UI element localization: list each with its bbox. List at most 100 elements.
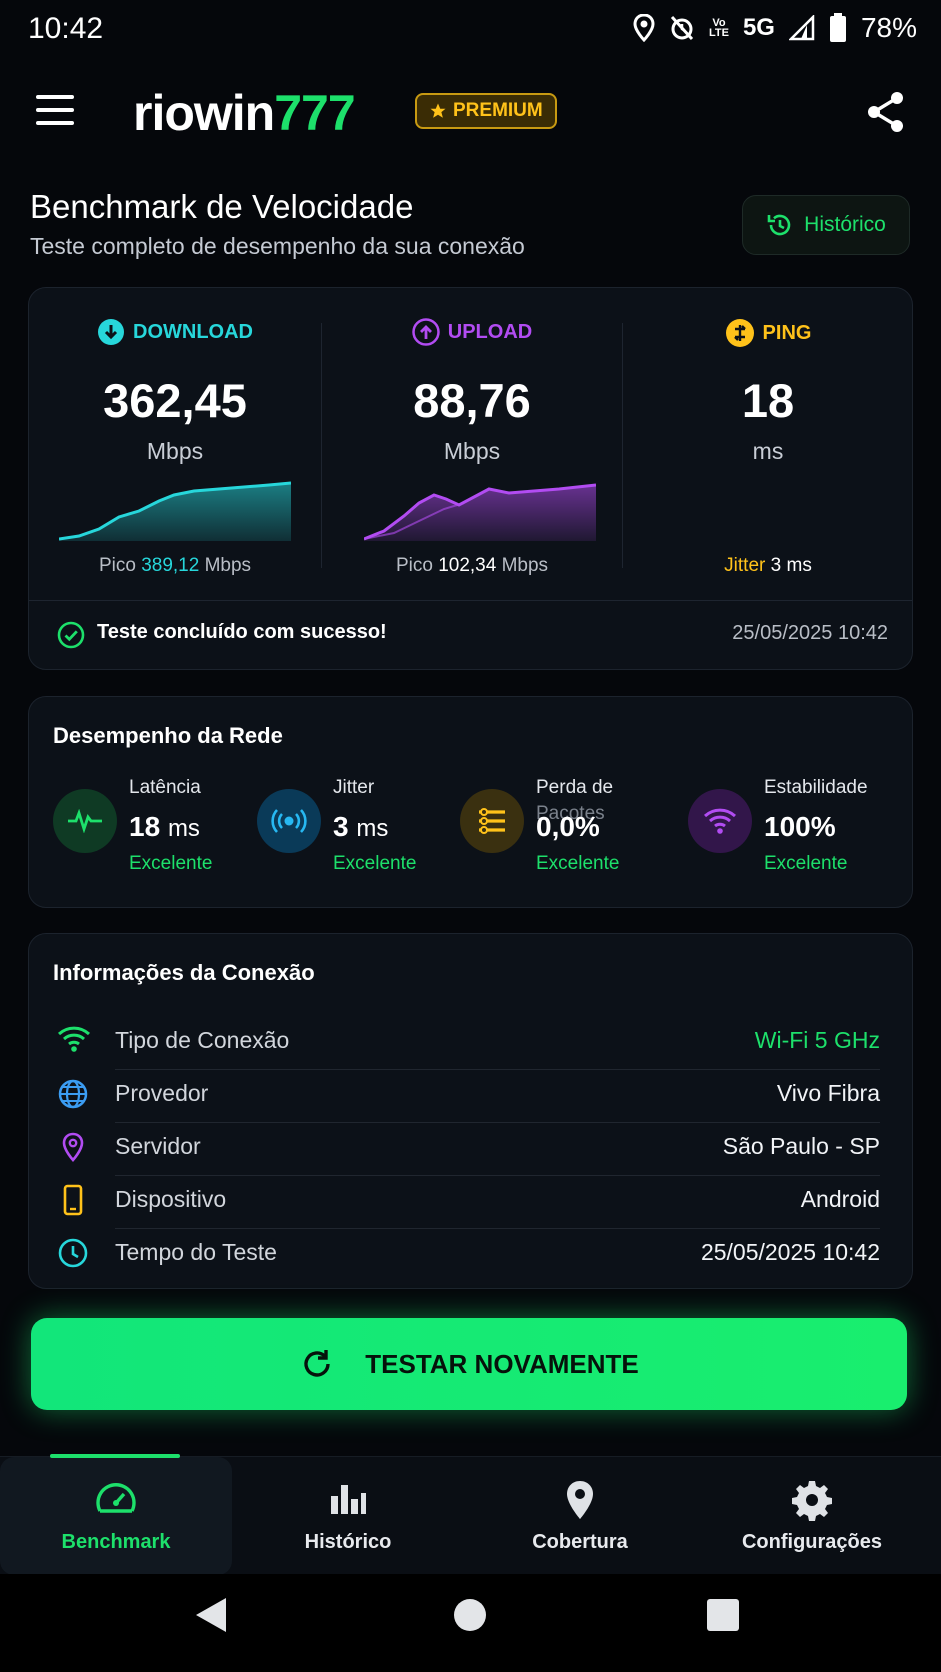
status-bar: 10:42 Vo LTE 5G 78% [0, 0, 941, 60]
test-status-date: 25/05/2025 10:42 [732, 622, 888, 644]
refresh-icon [304, 1350, 330, 1377]
jitter-status: Excelente [333, 853, 417, 874]
menu-button[interactable] [36, 95, 80, 129]
jitter-value: 3 ms [770, 555, 812, 576]
connection-info-card: Informações da Conexão Tipo de Conexão W… [28, 933, 913, 1289]
ping-unit: ms [752, 438, 784, 464]
packet-loss-label-2: Pacotes [536, 803, 605, 824]
packet-loss-label: Perda de [536, 777, 614, 798]
page-subtitle: Teste completo de desempenho da sua cone… [30, 233, 525, 259]
share-button[interactable] [866, 90, 906, 134]
jitter-label: Jitter [724, 555, 766, 576]
jitter-item: Jitter 3 ms Excelente [257, 777, 447, 887]
info-row-device: Dispositivo Android [53, 1176, 880, 1229]
share-icon [868, 92, 903, 132]
test-again-button[interactable]: TESTAR NOVAMENTE [31, 1318, 907, 1410]
packet-loss-value: 0,0% [536, 811, 600, 842]
info-value: Vivo Fibra [776, 1080, 880, 1106]
peak-prefix: Pico [98, 555, 136, 576]
packet-loss-item: Perda de Pacotes 0,0% Excelente [460, 777, 660, 887]
check-circle-icon [57, 621, 85, 649]
latency-value: 18 ms [129, 811, 200, 843]
info-key: Tempo do Teste [115, 1239, 277, 1265]
info-row-test-time: Tempo do Teste 25/05/2025 10:42 [53, 1229, 880, 1282]
stability-status: Excelente [764, 853, 848, 874]
download-value: 362,45 [103, 374, 247, 427]
divider [115, 1122, 880, 1123]
stability-value: 100% [764, 811, 836, 842]
column-divider [321, 323, 322, 568]
stability-item: Estabilidade 100% Excelente [688, 777, 903, 887]
info-value: Android [800, 1186, 880, 1212]
download-label: DOWNLOAD [29, 318, 321, 346]
info-value: 25/05/2025 10:42 [700, 1239, 880, 1265]
test-again-label: TESTAR NOVAMENTE [365, 1348, 639, 1379]
speed-results-card: DOWNLOAD 362,45 Mbps Pico 389,12 Mbps UP… [28, 287, 913, 670]
home-icon[interactable] [453, 1596, 487, 1634]
globe-icon [58, 1079, 88, 1109]
latency-item: Latência 18 ms Excelente [53, 777, 243, 887]
alarm-off-icon [670, 15, 694, 41]
nav-label: Benchmark [61, 1531, 171, 1553]
phone-icon [63, 1184, 83, 1216]
upload-peak: Pico 102,34 Mbps [322, 555, 622, 577]
ping-label-text: PING [762, 321, 812, 344]
jitter-unit: ms [356, 815, 389, 842]
premium-label: PREMIUM [453, 100, 543, 121]
download-peak: Pico 389,12 Mbps [29, 555, 321, 577]
jitter-number: 3 [333, 811, 349, 842]
nav-label: Histórico [304, 1531, 392, 1553]
nav-benchmark[interactable]: Benchmark [0, 1454, 232, 1575]
latency-unit: ms [167, 815, 200, 842]
logo-number: 777 [274, 85, 355, 141]
upload-unit: Mbps [443, 438, 501, 464]
history-button[interactable]: Histórico [742, 195, 910, 255]
download-label-text: DOWNLOAD [133, 320, 253, 343]
star-icon [430, 103, 446, 118]
download-sparkline [59, 481, 291, 541]
latency-label: Latência [129, 777, 201, 798]
upload-icon [412, 318, 440, 346]
network-performance-card: Desempenho da Rede Latência 18 ms Excele… [28, 696, 913, 908]
bar-chart-icon [331, 1485, 366, 1514]
status-time: 10:42 [28, 12, 104, 45]
info-key: Dispositivo [115, 1186, 227, 1212]
app-logo: riowin777 [133, 84, 356, 142]
info-value: São Paulo - SP [722, 1133, 880, 1159]
battery-percent: 78% [860, 12, 917, 43]
logo-text: riowin [133, 85, 275, 141]
connection-info-title: Informações da Conexão [53, 960, 315, 985]
latency-number: 18 [129, 811, 161, 842]
info-key: Servidor [115, 1133, 201, 1159]
clock-icon [58, 1238, 88, 1268]
nav-active-indicator [50, 1454, 180, 1458]
divider [115, 1175, 880, 1176]
ping-section: PING 18 ms Jitter 3 ms [623, 288, 913, 598]
nav-history[interactable]: Histórico [232, 1457, 464, 1575]
location-icon [633, 14, 655, 42]
divider [115, 1069, 880, 1070]
jitter-value: 3 ms [333, 811, 388, 843]
nav-coverage[interactable]: Cobertura [464, 1457, 696, 1575]
nav-settings[interactable]: Configurações [696, 1457, 928, 1575]
stability-label: Estabilidade [764, 777, 868, 798]
latency-status: Excelente [129, 853, 213, 874]
pulse-icon [53, 789, 117, 853]
network-type: 5G [742, 14, 775, 41]
system-navigation-bar [0, 1574, 941, 1672]
hamburger-icon-line [36, 108, 74, 112]
gear-icon [792, 1481, 832, 1521]
hamburger-icon-line [36, 121, 74, 125]
info-row-provider: Provedor Vivo Fibra [53, 1070, 880, 1123]
recents-icon[interactable] [706, 1596, 740, 1634]
upload-label: UPLOAD [322, 318, 622, 346]
peak-unit: Mbps [204, 555, 252, 576]
upload-sparkline [364, 483, 596, 541]
history-icon [767, 214, 791, 236]
info-row-connection-type: Tipo de Conexão Wi-Fi 5 GHz [53, 1017, 880, 1070]
divider [115, 1228, 880, 1229]
back-icon[interactable] [194, 1596, 228, 1634]
peak-unit: Mbps [501, 555, 549, 576]
performance-title: Desempenho da Rede [53, 723, 283, 748]
info-key: Tipo de Conexão [115, 1027, 290, 1053]
